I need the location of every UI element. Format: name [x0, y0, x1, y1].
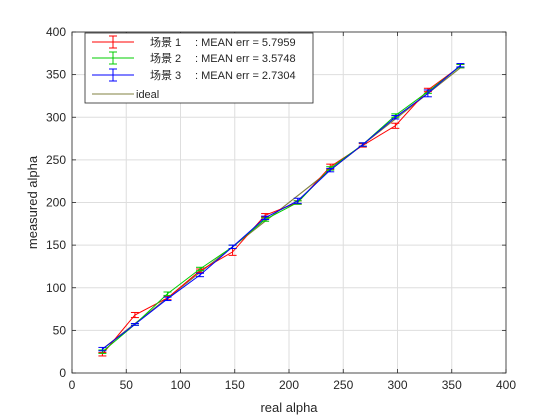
error-bar-scene-3 — [326, 167, 335, 173]
y-tick-label: 50 — [53, 323, 67, 337]
legend-mean-err: : MEAN err = 2.7304 — [195, 70, 296, 82]
error-bar-scene-3 — [358, 142, 367, 147]
y-axis-label: measured alpha — [25, 155, 40, 249]
legend: 场景 1 : MEAN err = 5.7959 场景 2 : MEAN err = … — [84, 32, 314, 104]
legend-item-scene-2: 场景 2 : MEAN err = 3.5748 — [92, 51, 296, 65]
y-tick-label: 150 — [46, 238, 66, 252]
error-bar-scene-3 — [293, 197, 302, 204]
legend-series-name: 场景 2 — [150, 51, 181, 65]
x-tick-label: 250 — [333, 378, 353, 392]
series-scene-3 — [98, 63, 465, 352]
error-bar-scene-3 — [456, 63, 465, 68]
legend-series-name: 场景 3 — [150, 68, 181, 82]
x-tick-label: 300 — [387, 378, 407, 392]
legend-item-scene-1: 场景 1 : MEAN err = 5.7959 — [92, 35, 296, 49]
x-tick-label: 400 — [496, 378, 516, 392]
y-tick-label: 200 — [46, 196, 66, 210]
x-tick-label: 150 — [225, 378, 245, 392]
series-line-scene-2 — [102, 65, 461, 353]
legend-item-scene-3: 场景 3 : MEAN err = 2.7304 — [92, 68, 296, 82]
x-tick-label: 0 — [69, 378, 76, 392]
legend-item-ideal: ideal — [92, 89, 159, 101]
error-bar-scene-3 — [423, 89, 432, 98]
x-tick-label: 350 — [442, 378, 462, 392]
error-bar-scene-3 — [261, 215, 270, 221]
legend-series-name: ideal — [136, 89, 159, 101]
error-bar-scene-1 — [130, 311, 139, 319]
y-tick-label: 250 — [46, 153, 66, 167]
error-bar-scene-3 — [196, 272, 205, 278]
series-layer — [98, 63, 465, 357]
legend-mean-err: : MEAN err = 5.7959 — [195, 37, 296, 49]
error-bar-scene-2 — [196, 266, 205, 272]
error-bar-scene-2 — [163, 291, 172, 296]
x-tick-label: 100 — [170, 378, 190, 392]
y-tick-label: 400 — [46, 25, 66, 39]
error-bar-scene-3 — [130, 323, 139, 326]
error-bar-scene-3 — [391, 115, 400, 120]
x-tick-label: 200 — [279, 378, 299, 392]
legend-mean-err: : MEAN err = 3.5748 — [195, 53, 296, 65]
error-bar-scene-1 — [391, 122, 400, 129]
x-axis-label: real alpha — [260, 400, 318, 415]
legend-box — [84, 32, 314, 104]
x-tick-label: 50 — [120, 378, 134, 392]
y-tick-label: 300 — [46, 110, 66, 124]
y-tick-label: 0 — [59, 366, 66, 380]
error-bar-scene-3 — [163, 296, 172, 302]
y-tick-label: 350 — [46, 68, 66, 82]
error-bar-scene-3 — [228, 244, 237, 250]
error-bar-scene-3 — [98, 346, 107, 352]
series-line-scene-3 — [102, 64, 461, 350]
y-tick-label: 100 — [46, 281, 66, 295]
axis-ticks: 0 50 100 150 200 250 300 350 400 0 50 100 150 200 250 3… — [46, 25, 516, 392]
legend-series-name: 场景 1 — [150, 35, 181, 49]
